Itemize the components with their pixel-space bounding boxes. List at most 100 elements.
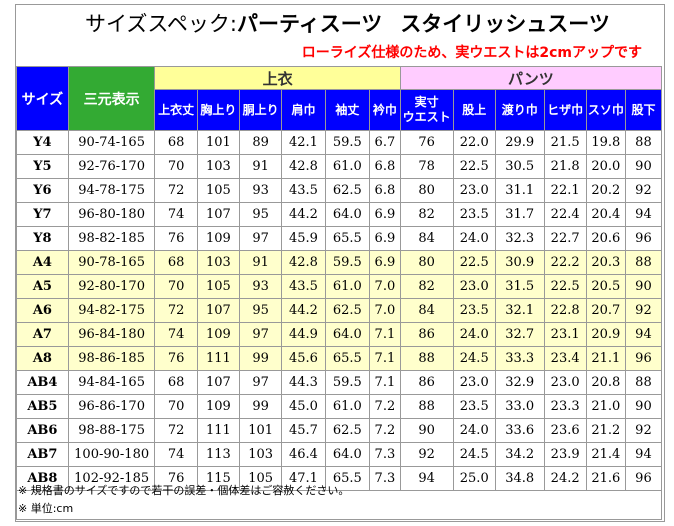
measurement-cell: 6.9 <box>369 202 401 227</box>
measurement-cell: 90 <box>624 394 663 419</box>
measurement-cell: 103 <box>196 154 241 179</box>
measurement-cell: 91 <box>239 250 283 275</box>
measurement-cell: 32.3 <box>494 226 545 251</box>
measurement-cell: 64.0 <box>324 202 371 227</box>
measurement-cell: 20.5 <box>585 274 626 299</box>
column-header: スソ巾 <box>585 89 626 131</box>
table-row: A6 94-82-175 72 107 95 44.2 62.5 7.0 84 23.5 32.1 2… <box>16 298 663 323</box>
table-row: A8 98-86-185 76 111 99 45.6 65.5 7.1 88 24.5 33.3 2… <box>16 346 663 371</box>
measurement-cell: 32.7 <box>494 322 545 347</box>
measurement-cell: 22.5 <box>452 154 496 179</box>
sanyo-cell: 92-80-170 <box>67 274 156 299</box>
measurement-cell: 45.9 <box>281 226 326 251</box>
measurement-cell: 62.5 <box>324 298 371 323</box>
lowrise-notice: ローライズ仕様のため、実ウエストは2cmアップです <box>301 45 642 61</box>
column-header: ヒザ巾 <box>543 89 587 131</box>
measurement-cell: 20.9 <box>585 322 626 347</box>
size-cell: A8 <box>16 346 69 371</box>
measurement-cell: 107 <box>196 298 241 323</box>
size-spec-table: サイズ 三元表示 上衣 パンツ 上衣丈 胸上り 胴上り 肩巾 袖丈 衿巾 実寸 ウエスト 股上渡… <box>16 66 663 491</box>
size-cell: A7 <box>16 322 69 347</box>
measurement-cell: 65.5 <box>324 466 371 491</box>
measurement-cell: 68 <box>154 370 198 395</box>
column-header: 衿巾 <box>369 89 401 131</box>
sanyo-cell: 96-80-180 <box>67 202 156 227</box>
measurement-cell: 88 <box>624 370 663 395</box>
measurement-cell: 6.8 <box>369 178 401 203</box>
measurement-cell: 113 <box>196 442 241 467</box>
measurement-cell: 97 <box>239 226 283 251</box>
sanyo-cell: 94-84-165 <box>67 370 156 395</box>
table-row: A5 92-80-170 70 105 93 43.5 61.0 7.0 82 23.0 31.5 2… <box>16 274 663 299</box>
header-size: サイズ <box>16 66 69 131</box>
measurement-cell: 31.1 <box>494 178 545 203</box>
measurement-cell: 20.0 <box>585 154 626 179</box>
table-row: AB5 96-86-170 70 109 99 45.0 61.0 7.2 88 23.5 33.0… <box>16 394 663 419</box>
measurement-cell: 23.3 <box>543 394 587 419</box>
measurement-cell: 70 <box>154 154 198 179</box>
measurement-cell: 111 <box>196 418 241 443</box>
table-row: Y7 96-80-180 74 107 95 44.2 64.0 6.9 82 23.5 31.7 2… <box>16 202 663 227</box>
table-row: AB6 98-88-175 72 111 101 45.7 62.5 7.2 90 24.0 33.… <box>16 418 663 443</box>
column-header: 胸上り <box>196 89 241 131</box>
measurement-cell: 96 <box>624 466 663 491</box>
sanyo-cell: 90-78-165 <box>67 250 156 275</box>
measurement-cell: 109 <box>196 394 241 419</box>
size-cell: Y5 <box>16 154 69 179</box>
size-cell: AB8 <box>16 466 69 491</box>
measurement-cell: 22.1 <box>543 178 587 203</box>
table-row: Y8 98-82-185 76 109 97 45.9 65.5 6.9 84 24.0 32.3 2… <box>16 226 663 251</box>
measurement-cell: 76 <box>154 226 198 251</box>
measurement-cell: 107 <box>196 202 241 227</box>
measurement-cell: 31.7 <box>494 202 545 227</box>
measurement-cell: 84 <box>399 298 454 323</box>
measurement-cell: 23.9 <box>543 442 587 467</box>
measurement-cell: 74 <box>154 322 198 347</box>
measurement-cell: 99 <box>239 394 283 419</box>
measurement-cell: 43.5 <box>281 274 326 299</box>
measurement-cell: 82 <box>399 202 454 227</box>
measurement-cell: 20.6 <box>585 226 626 251</box>
measurement-cell: 93 <box>239 178 283 203</box>
measurement-cell: 19.8 <box>585 130 626 155</box>
sanyo-cell: 94-82-175 <box>67 298 156 323</box>
measurement-cell: 94 <box>624 322 663 347</box>
measurement-cell: 78 <box>399 154 454 179</box>
column-header: 股下 <box>624 89 663 131</box>
measurement-cell: 23.5 <box>452 298 496 323</box>
measurement-cell: 62.5 <box>324 418 371 443</box>
measurement-cell: 61.0 <box>324 274 371 299</box>
measurement-cell: 105 <box>196 274 241 299</box>
measurement-cell: 65.5 <box>324 346 371 371</box>
measurement-cell: 72 <box>154 418 198 443</box>
measurement-cell: 6.7 <box>369 130 401 155</box>
measurement-cell: 20.2 <box>585 178 626 203</box>
measurement-cell: 33.3 <box>494 346 545 371</box>
measurement-cell: 90 <box>624 274 663 299</box>
header-sanyo: 三元表示 <box>67 66 156 131</box>
spec-frame <box>15 4 665 522</box>
measurement-cell: 22.2 <box>543 250 587 275</box>
measurement-cell: 44.2 <box>281 298 326 323</box>
measurement-cell: 88 <box>399 394 454 419</box>
table-row: Y5 92-76-170 70 103 91 42.8 61.0 6.8 78 22.5 30.5 2… <box>16 154 663 179</box>
size-cell: AB6 <box>16 418 69 443</box>
measurement-cell: 33.0 <box>494 394 545 419</box>
measurement-cell: 64.0 <box>324 442 371 467</box>
measurement-cell: 24.0 <box>452 322 496 347</box>
size-cell: AB7 <box>16 442 69 467</box>
column-header: 実寸 ウエスト <box>399 89 454 131</box>
title-main: パーティスーツ <box>236 12 383 36</box>
sanyo-cell: 96-86-170 <box>67 394 156 419</box>
measurement-cell: 6.9 <box>369 226 401 251</box>
measurement-cell: 90 <box>399 418 454 443</box>
measurement-cell: 45.7 <box>281 418 326 443</box>
measurement-cell: 88 <box>399 346 454 371</box>
measurement-cell: 103 <box>239 442 283 467</box>
measurement-cell: 30.5 <box>494 154 545 179</box>
measurement-cell: 92 <box>624 298 663 323</box>
page-title: サイズスペック:パーティスーツ スタイリッシュスーツ <box>85 8 610 38</box>
measurement-cell: 21.2 <box>585 418 626 443</box>
size-cell: AB5 <box>16 394 69 419</box>
measurement-cell: 94 <box>624 202 663 227</box>
